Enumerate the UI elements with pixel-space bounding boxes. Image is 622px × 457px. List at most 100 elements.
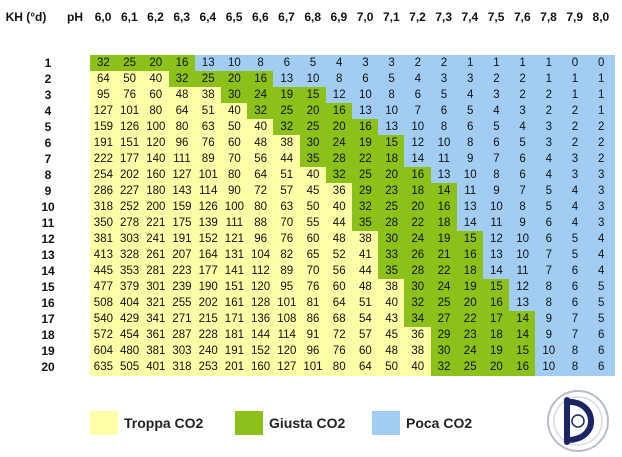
table-cell: 1 xyxy=(561,87,589,104)
legend-swatch xyxy=(372,411,400,435)
table-cell: 60 xyxy=(352,343,379,360)
table-cell: 301 xyxy=(142,279,170,296)
table-cell: 24 xyxy=(247,87,274,104)
table-cell: 26 xyxy=(404,247,432,264)
table-cell: 3 xyxy=(561,151,589,168)
table-cell: 35 xyxy=(352,215,379,232)
table-cell: 6 xyxy=(456,119,484,136)
table-cell: 240 xyxy=(194,343,222,360)
table-cell: 3 xyxy=(352,55,379,72)
table-cell: 164 xyxy=(194,247,222,264)
table-cell: 43 xyxy=(378,311,405,328)
table-cell: 16 xyxy=(168,55,196,72)
table-cell: 60 xyxy=(221,135,248,152)
table-cell: 33 xyxy=(378,247,405,264)
column-header: 8,0 xyxy=(592,10,610,24)
table-cell: 48 xyxy=(168,87,196,104)
table-cell: 140 xyxy=(142,151,170,168)
column-header: 7,3 xyxy=(435,10,453,24)
table-cell: 6 xyxy=(587,343,615,360)
table-cell: 16 xyxy=(325,103,353,120)
legend-swatch xyxy=(90,411,118,435)
table-cell: 139 xyxy=(194,215,222,232)
table-cell: 13 xyxy=(509,295,536,312)
table-cell: 6 xyxy=(561,263,589,280)
table-cell: 175 xyxy=(168,215,196,232)
table-cell: 51 xyxy=(194,103,222,120)
table-cell: 13 xyxy=(352,103,379,120)
table-cell: 10 xyxy=(378,103,405,120)
table-cell: 12 xyxy=(325,87,353,104)
table-cell: 480 xyxy=(116,343,143,360)
table-cell: 20 xyxy=(221,71,248,88)
table-cell: 80 xyxy=(168,119,196,136)
row-header: 16 xyxy=(41,296,55,310)
table-cell: 38 xyxy=(404,343,432,360)
table-cell: 6 xyxy=(430,103,458,120)
table-cell: 1 xyxy=(535,71,563,88)
column-header: 6,1 xyxy=(120,10,138,24)
table-cell: 104 xyxy=(247,247,274,264)
table-cell: 3 xyxy=(509,103,536,120)
table-cell: 7 xyxy=(404,103,432,120)
table-cell: 30 xyxy=(378,231,405,248)
table-cell: 29 xyxy=(352,183,379,200)
table-cell: 6 xyxy=(535,215,563,232)
row-header: 8 xyxy=(44,168,52,182)
table-cell: 20 xyxy=(325,119,353,136)
table-cell: 159 xyxy=(168,199,196,216)
table-cell: 5 xyxy=(378,71,405,88)
table-cell: 32 xyxy=(168,71,196,88)
table-cell: 20 xyxy=(456,295,484,312)
table-cell: 4 xyxy=(509,119,536,136)
table-cell: 4 xyxy=(561,215,589,232)
table-cell: 9 xyxy=(483,183,510,200)
table-cell: 15 xyxy=(378,135,405,152)
table-cell: 278 xyxy=(116,215,143,232)
row-header: 6 xyxy=(44,136,52,150)
table-cell: 64 xyxy=(247,167,274,184)
column-header: 6,3 xyxy=(173,10,191,24)
table-cell: 108 xyxy=(273,311,301,328)
table-cell: 202 xyxy=(194,295,222,312)
table-cell: 19 xyxy=(352,135,379,152)
table-cell: 95 xyxy=(273,279,301,296)
table-cell: 90 xyxy=(221,183,248,200)
table-cell: 151 xyxy=(221,279,248,296)
table-cell: 54 xyxy=(352,311,379,328)
table-cell: 477 xyxy=(90,279,117,296)
table-cell: 2 xyxy=(509,87,536,104)
column-header: 6,7 xyxy=(278,10,295,24)
legend-label: Troppa CO2 xyxy=(124,415,204,431)
table-cell: 6 xyxy=(509,151,536,168)
table-cell: 3 xyxy=(535,119,563,136)
table-cell: 221 xyxy=(142,215,170,232)
table-cell: 120 xyxy=(247,279,274,296)
table-cell: 18 xyxy=(404,183,432,200)
table-cell: 222 xyxy=(90,151,117,168)
table-cell: 5 xyxy=(561,231,589,248)
table-cell: 64 xyxy=(352,359,379,376)
table-cell: 20 xyxy=(483,359,510,376)
table-cell: 82 xyxy=(273,247,301,264)
table-cell: 9 xyxy=(535,327,563,344)
table-cell: 202 xyxy=(116,167,143,184)
table-cell: 40 xyxy=(299,167,327,184)
table-cell: 44 xyxy=(352,263,379,280)
table-cell: 24 xyxy=(325,135,353,152)
table-cell: 36 xyxy=(325,183,353,200)
table-cell: 48 xyxy=(247,135,274,152)
table-cell: 35 xyxy=(299,151,327,168)
table-cell: 3 xyxy=(378,55,405,72)
table-cell: 540 xyxy=(90,311,117,328)
table-cell: 429 xyxy=(116,311,143,328)
column-header: 7,0 xyxy=(356,10,374,24)
table-cell: 3 xyxy=(483,87,510,104)
table-cell: 1 xyxy=(587,71,615,88)
table-cell: 191 xyxy=(90,135,117,152)
table-cell: 7 xyxy=(561,311,589,328)
table-cell: 3 xyxy=(535,135,563,152)
table-cell: 253 xyxy=(194,359,222,376)
table-cell: 22 xyxy=(404,215,432,232)
table-cell: 55 xyxy=(299,215,327,232)
